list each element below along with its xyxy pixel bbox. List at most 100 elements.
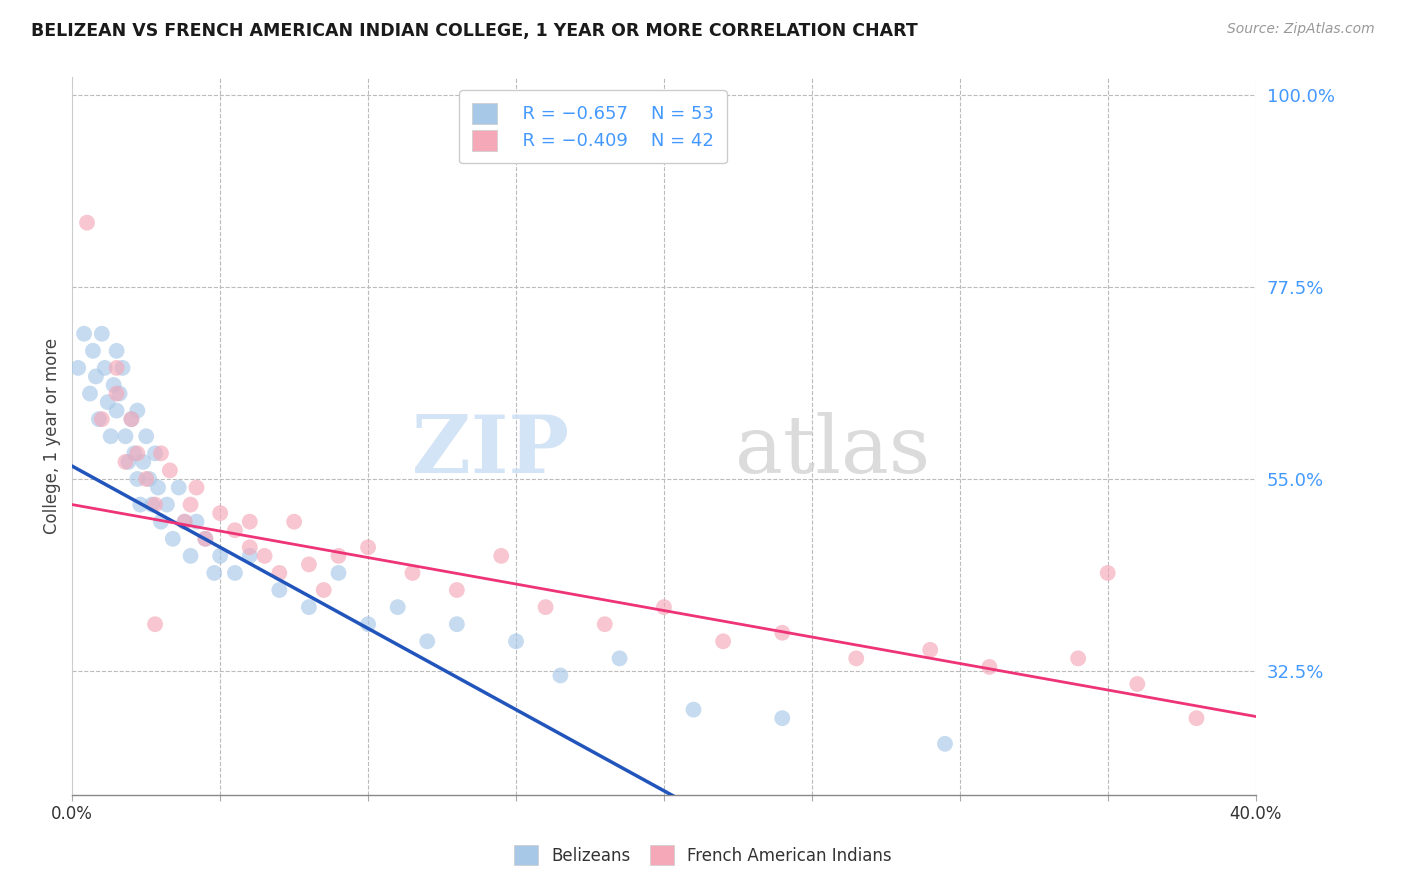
Point [173, 515, 195, 529]
Point [103, 378, 125, 392]
Point [269, 566, 291, 580]
Point [770, 625, 793, 640]
Point [135, 472, 157, 486]
Point [105, 403, 128, 417]
Point [146, 481, 169, 495]
Point [194, 532, 217, 546]
Point [682, 703, 704, 717]
Point [127, 472, 149, 486]
Point [609, 651, 631, 665]
Point [979, 660, 1001, 674]
Point [141, 498, 163, 512]
Point [283, 515, 305, 529]
Point [269, 582, 291, 597]
Point [143, 617, 166, 632]
Point [180, 549, 202, 563]
Text: Source: ZipAtlas.com: Source: ZipAtlas.com [1227, 22, 1375, 37]
Point [534, 600, 557, 615]
Point [209, 549, 232, 563]
Point [105, 360, 128, 375]
Point [239, 549, 262, 563]
Point [127, 446, 149, 460]
Point [224, 523, 246, 537]
Point [159, 463, 181, 477]
Point [100, 429, 122, 443]
Point [328, 566, 350, 580]
Text: atlas: atlas [735, 411, 931, 490]
Text: BELIZEAN VS FRENCH AMERICAN INDIAN COLLEGE, 1 YEAR OR MORE CORRELATION CHART: BELIZEAN VS FRENCH AMERICAN INDIAN COLLE… [31, 22, 918, 40]
Point [94, 360, 117, 375]
Y-axis label: College, 1 year or more: College, 1 year or more [44, 338, 60, 534]
Point [1185, 711, 1208, 725]
Point [120, 412, 142, 426]
Point [202, 566, 225, 580]
Point [239, 515, 262, 529]
Point [73, 326, 96, 341]
Point [298, 600, 321, 615]
Point [143, 498, 166, 512]
Point [1067, 651, 1090, 665]
Point [97, 395, 120, 409]
Point [129, 498, 152, 512]
Point [162, 532, 184, 546]
Point [90, 412, 112, 426]
Point [489, 549, 512, 563]
Point [934, 737, 956, 751]
Point [105, 386, 128, 401]
Point [84, 369, 107, 384]
Point [132, 455, 155, 469]
Point [209, 506, 232, 520]
Point [711, 634, 734, 648]
Point [770, 711, 793, 725]
Point [114, 455, 136, 469]
Point [186, 515, 208, 529]
Point [401, 566, 423, 580]
Point [357, 617, 380, 632]
Point [79, 386, 101, 401]
Text: ZIP: ZIP [412, 411, 569, 490]
Point [124, 446, 146, 460]
Point [67, 360, 90, 375]
Point [845, 651, 868, 665]
Point [150, 515, 173, 529]
Point [357, 541, 380, 555]
Point [224, 566, 246, 580]
Point [312, 582, 335, 597]
Point [446, 617, 468, 632]
Point [298, 558, 321, 572]
Point [150, 446, 173, 460]
Point [76, 216, 98, 230]
Point [135, 429, 157, 443]
Point [156, 498, 179, 512]
Point [593, 617, 616, 632]
Legend: Belizeans, French American Indians: Belizeans, French American Indians [506, 837, 900, 873]
Point [105, 343, 128, 358]
Point [90, 326, 112, 341]
Point [114, 429, 136, 443]
Point [239, 541, 262, 555]
Point [138, 472, 160, 486]
Point [194, 532, 217, 546]
Point [186, 481, 208, 495]
Point [111, 360, 134, 375]
Point [387, 600, 409, 615]
Point [1126, 677, 1149, 691]
Point [920, 643, 942, 657]
Point [416, 634, 439, 648]
Point [1097, 566, 1119, 580]
Point [550, 668, 572, 682]
Legend:   R = −0.657    N = 53,   R = −0.409    N = 42: R = −0.657 N = 53, R = −0.409 N = 42 [458, 90, 727, 163]
Point [108, 386, 131, 401]
Point [652, 600, 675, 615]
Point [328, 549, 350, 563]
Point [143, 446, 166, 460]
Point [505, 634, 527, 648]
Point [87, 412, 110, 426]
Point [173, 515, 195, 529]
Point [180, 498, 202, 512]
Point [82, 343, 104, 358]
Point [167, 481, 190, 495]
Point [117, 455, 139, 469]
Point [120, 412, 142, 426]
Point [253, 549, 276, 563]
